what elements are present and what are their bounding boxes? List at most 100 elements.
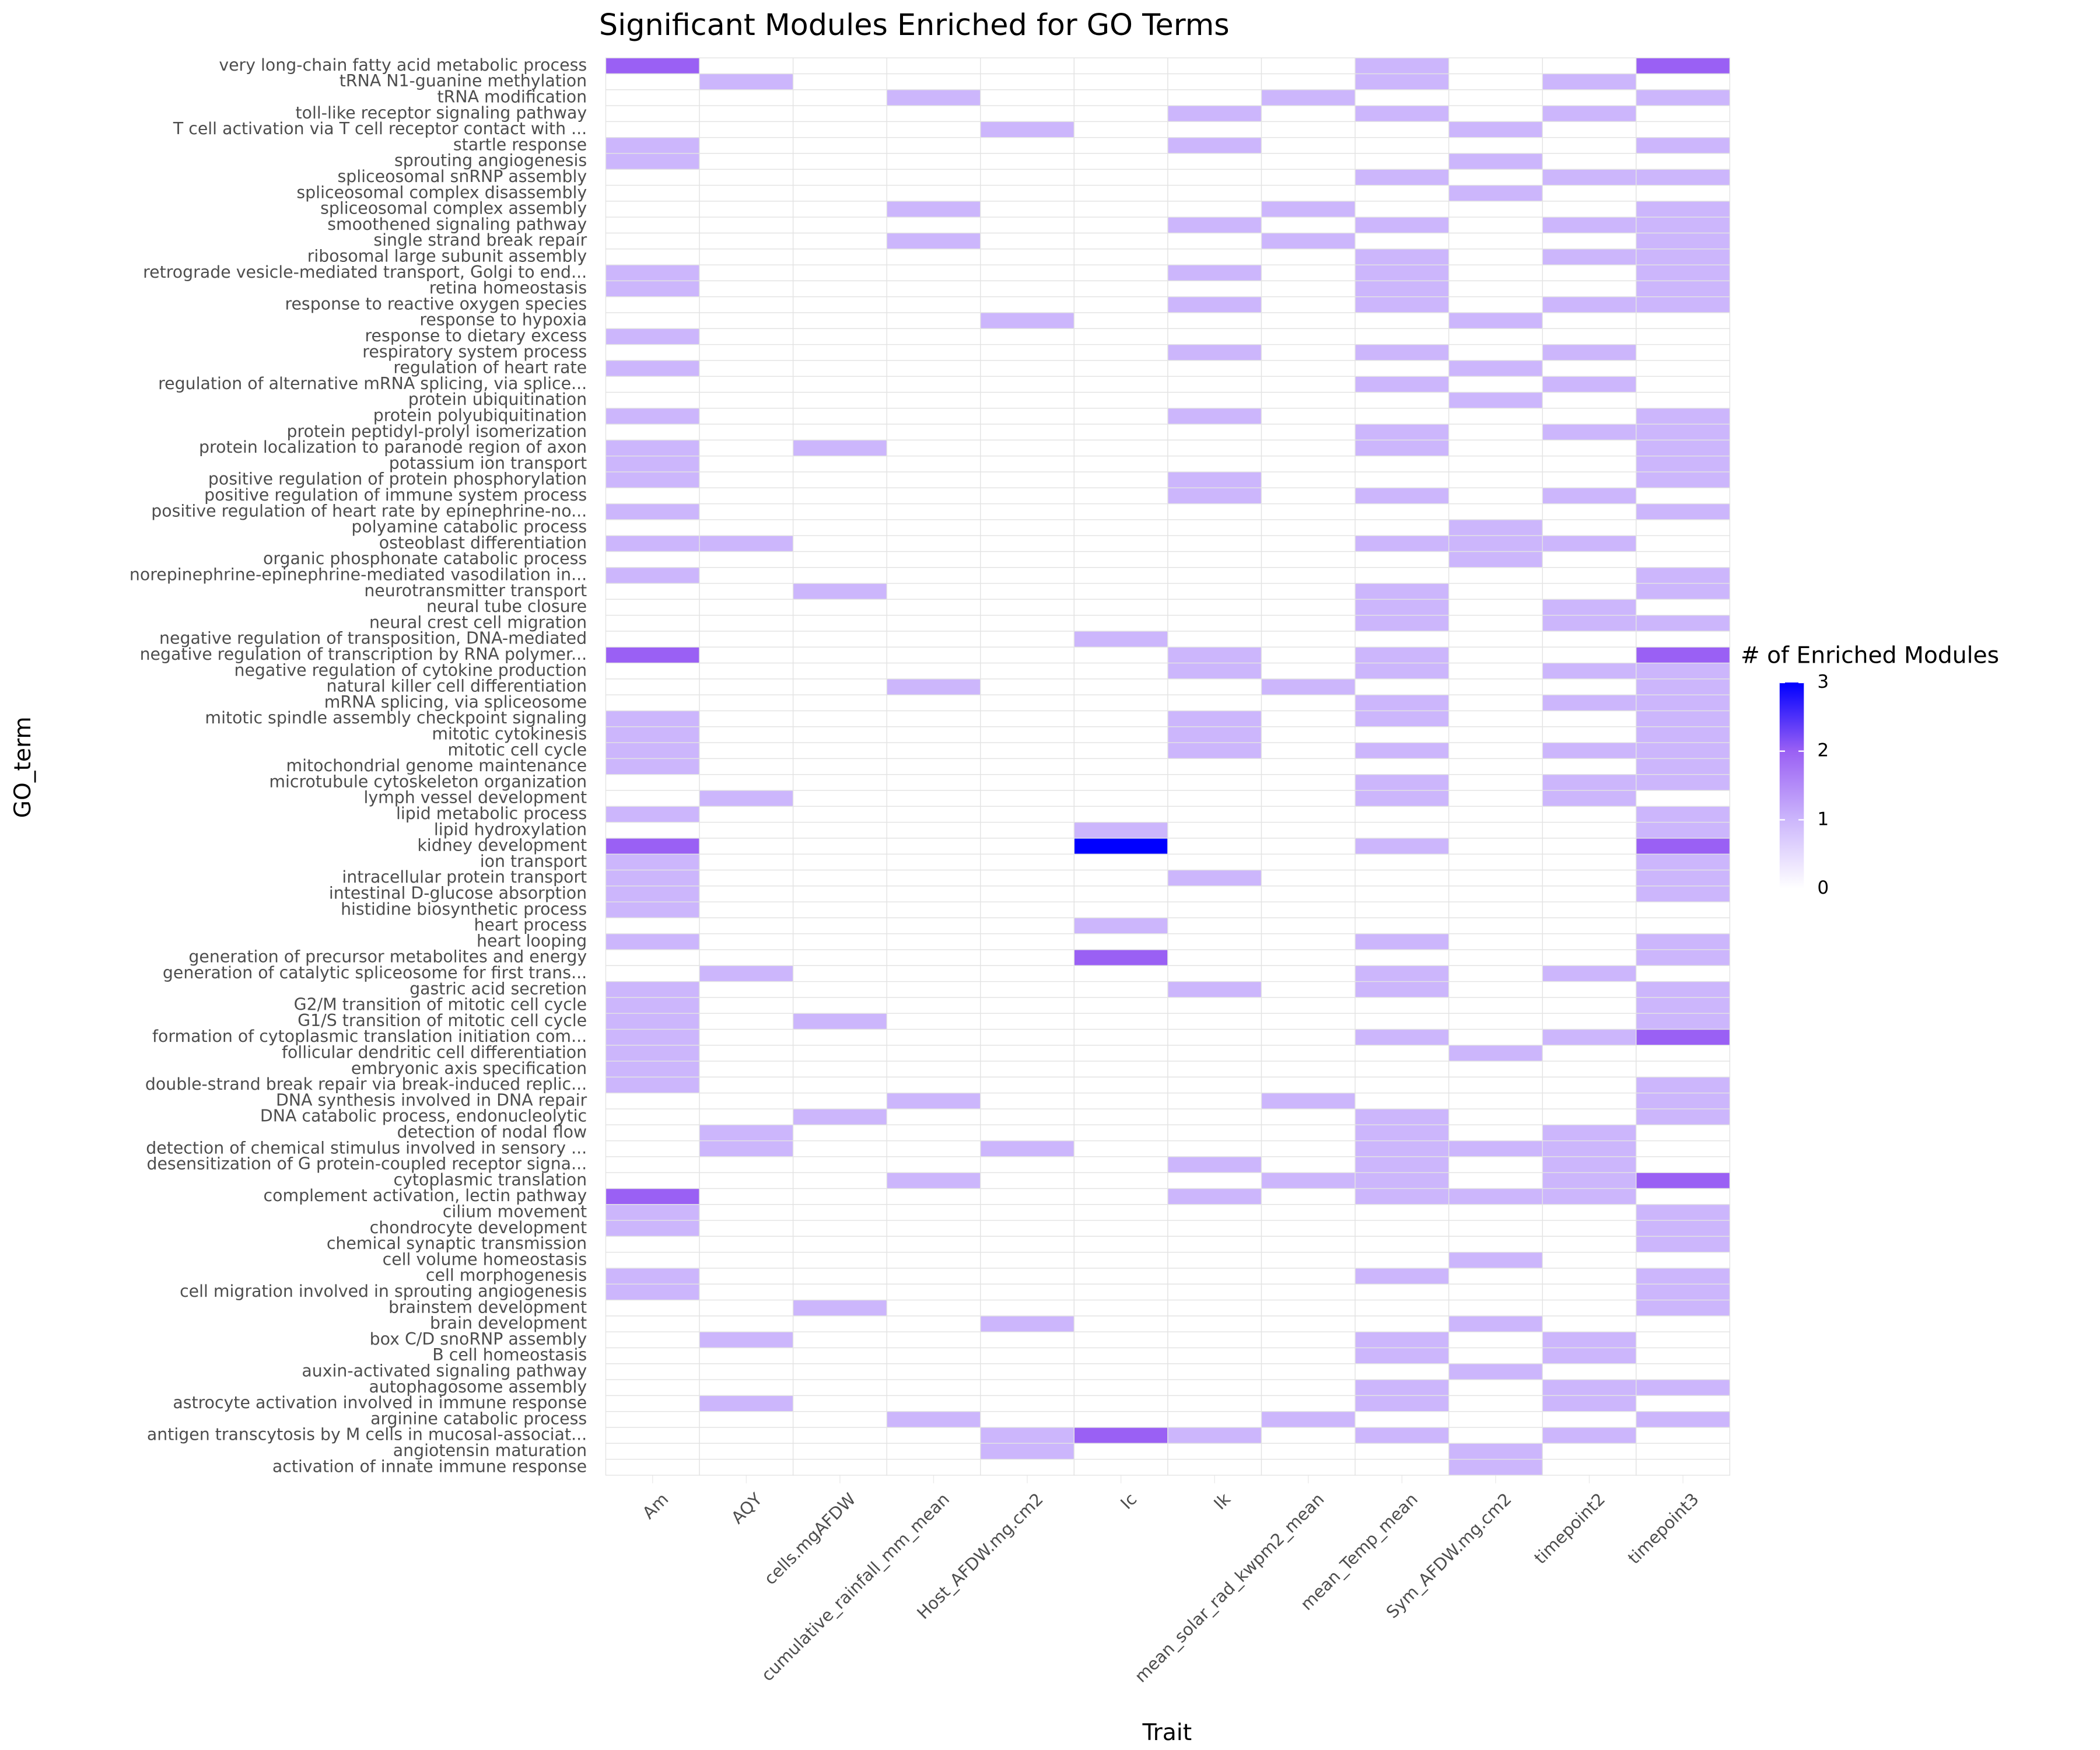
heatmap-cell — [1636, 153, 1731, 170]
heatmap-cell — [980, 519, 1075, 536]
heatmap-cell — [1542, 949, 1637, 967]
y-tick-label: arginine catabolic process — [370, 1409, 587, 1428]
heatmap-cell — [1354, 1093, 1450, 1110]
heatmap-cell — [699, 344, 794, 361]
heatmap-cell — [1542, 806, 1637, 823]
heatmap-cell — [699, 694, 794, 712]
heatmap-cell — [1261, 471, 1356, 489]
heatmap-cell — [1542, 1315, 1637, 1332]
heatmap-cell — [1167, 57, 1262, 75]
heatmap-cell — [1448, 1093, 1543, 1110]
heatmap-cell — [1542, 1156, 1637, 1173]
heatmap-cell — [1542, 360, 1637, 377]
heatmap-cell — [1261, 249, 1356, 265]
y-tick-label: negative regulation of transcription by … — [140, 645, 587, 664]
heatmap-cell — [792, 583, 887, 600]
heatmap-cell — [1261, 886, 1356, 902]
heatmap-cell — [1261, 344, 1356, 361]
heatmap-cell — [1542, 487, 1637, 505]
heatmap-cell — [699, 1124, 794, 1142]
heatmap-cell — [980, 89, 1075, 106]
y-tick-label: ribosomal large subunit assembly — [307, 246, 587, 265]
heatmap-cell — [1354, 73, 1450, 90]
heatmap-cell — [1354, 853, 1450, 871]
y-tick-label: lipid metabolic process — [396, 804, 587, 823]
heatmap-cell — [1261, 456, 1356, 473]
heatmap-cell — [1167, 869, 1262, 887]
y-tick-label: brainstem development — [388, 1297, 587, 1317]
heatmap-cell — [1167, 949, 1262, 967]
heatmap-cell — [792, 439, 887, 457]
heatmap-cell — [1073, 853, 1168, 871]
heatmap-cell — [605, 73, 700, 90]
heatmap-cell — [980, 678, 1075, 695]
heatmap-cell — [792, 232, 887, 250]
heatmap-cell — [1167, 821, 1262, 839]
heatmap-cell — [1073, 567, 1168, 584]
heatmap-cell — [792, 917, 887, 935]
heatmap-cell — [792, 662, 887, 680]
heatmap-cell — [1636, 774, 1731, 791]
heatmap-cell — [699, 424, 794, 441]
heatmap-cell — [1073, 360, 1168, 377]
heatmap-cell — [1542, 1283, 1637, 1301]
heatmap-cell — [699, 1236, 794, 1253]
heatmap-cell — [886, 869, 981, 887]
heatmap-cell — [699, 853, 794, 871]
heatmap-cell — [1636, 1315, 1731, 1332]
heatmap-cell — [1167, 1379, 1262, 1396]
heatmap-cell — [980, 1363, 1075, 1380]
heatmap-cell — [792, 216, 887, 234]
heatmap-cell — [1542, 1124, 1637, 1142]
y-tick-label: heart looping — [477, 931, 587, 950]
heatmap-cell — [1167, 694, 1262, 712]
heatmap-cell — [980, 312, 1075, 330]
heatmap-cell — [886, 598, 981, 616]
heatmap-cell — [605, 694, 700, 712]
heatmap-cell — [886, 1045, 981, 1062]
heatmap-cell — [792, 519, 887, 536]
heatmap-cell — [1354, 662, 1450, 680]
y-tick-label: osteoblast differentiation — [379, 533, 587, 552]
x-tick-label: mean_solar_rad_kwpm2_mean — [1130, 1489, 1328, 1686]
heatmap-cell — [1542, 1363, 1637, 1380]
heatmap-cell — [1167, 853, 1262, 871]
y-tick-label: tRNA modification — [438, 87, 587, 106]
heatmap-cell — [980, 1220, 1075, 1237]
heatmap-cell — [1167, 1156, 1262, 1173]
y-tick-label: follicular dendritic cell differentiatio… — [282, 1042, 587, 1062]
heatmap-cell — [1073, 726, 1168, 743]
heatmap-cell — [980, 1188, 1075, 1205]
heatmap-cell — [1167, 1427, 1262, 1444]
heatmap-cell — [792, 933, 887, 950]
heatmap-cell — [1542, 1028, 1637, 1046]
heatmap-cell — [605, 646, 700, 664]
heatmap-cell — [1073, 232, 1168, 250]
heatmap-cell — [980, 838, 1075, 855]
y-tick-label: neural tube closure — [426, 597, 587, 616]
heatmap-cell — [886, 901, 981, 919]
heatmap-cell — [1636, 312, 1731, 330]
heatmap-cell — [1073, 583, 1168, 600]
heatmap-cell — [605, 1124, 700, 1142]
heatmap-cell — [886, 1299, 981, 1317]
heatmap-cell — [1542, 886, 1637, 902]
heatmap-cell — [1542, 201, 1637, 218]
heatmap-cell — [1636, 949, 1731, 967]
heatmap-cell — [886, 1188, 981, 1205]
heatmap-cell — [699, 742, 794, 760]
heatmap-cell — [980, 901, 1075, 919]
heatmap-cell — [1261, 1172, 1356, 1189]
heatmap-cell — [792, 1188, 887, 1205]
heatmap-cell — [1354, 1283, 1450, 1301]
heatmap-cell — [699, 1299, 794, 1317]
heatmap-cell — [886, 1204, 981, 1221]
heatmap-cell — [886, 1076, 981, 1094]
heatmap-cell — [980, 821, 1075, 839]
heatmap-cell — [1167, 917, 1262, 935]
y-tick-label: cell migration involved in sprouting ang… — [180, 1282, 587, 1301]
heatmap-cell — [1542, 1013, 1637, 1030]
heatmap-cell — [792, 1076, 887, 1094]
heatmap-cell — [1261, 201, 1356, 218]
heatmap-cell — [1448, 184, 1543, 202]
